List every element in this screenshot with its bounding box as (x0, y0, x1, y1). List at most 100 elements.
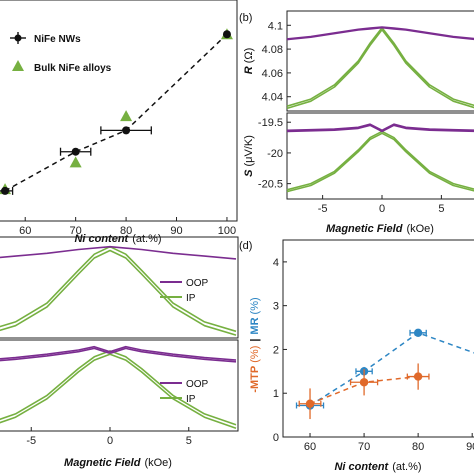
panel-c-x-tick-label: 5 (186, 435, 192, 447)
panel-b-top-ylabel-unit: (Ω) (243, 48, 255, 64)
legend-oop-label: OOP (186, 379, 209, 390)
s-oop-curve (286, 124, 474, 133)
panel-d-x-tick-label: 80 (412, 441, 424, 453)
bulk-alloy-marker (120, 110, 133, 122)
legend-bulk-triangle-icon (12, 60, 24, 71)
panel-b: (b) 4.1 4.08 4.06 4.04 -19.5 -20 -20.5 -5 0 5 R… (239, 10, 474, 235)
panel-d-frame (282, 239, 474, 438)
panel-a-x-tick-label: 70 (70, 225, 82, 237)
panel-d-ylabel-mr-unit: (%) (249, 297, 261, 314)
panel-d-label: (d) (239, 240, 252, 252)
c-top-oop-curve (0, 245, 237, 260)
panel-c-bottom-legend: OOP IP (160, 379, 209, 405)
legend-ip-label: IP (186, 394, 196, 405)
panel-d-x-tick-label: 70 (358, 441, 370, 453)
c-bottom-ip-curve (0, 353, 237, 429)
panel-a-legend: NiFe NWs Bulk NiFe alloys (10, 32, 112, 74)
panel-b-bottom-ylabel-name: S (243, 169, 255, 177)
c-top-ip-curve (0, 245, 237, 333)
panel-a-frame (0, 0, 238, 222)
panel-d: (d) 0 1 2 3 4 60 70 80 90 -MTP (%) | MR (%) Ni cont… (239, 239, 474, 473)
panel-a: 60 70 80 90 100 Ni content (at.%) NiFe NWs Bu… (0, 0, 238, 245)
panel-c-xticks: -5 0 5 (26, 427, 192, 447)
panel-d-ylabel-mtp: -MTP (249, 366, 261, 393)
nws-marker (122, 126, 131, 135)
r-ip-curve (286, 28, 474, 110)
panel-b-label: (b) (239, 12, 252, 24)
panel-a-xlabel-name: Ni content (74, 233, 129, 245)
r-ip-curve (286, 26, 474, 107)
mr-marker (413, 328, 423, 338)
panel-b-xticks: -5 0 5 (318, 195, 444, 215)
c-bottom-oop-curve (0, 345, 237, 361)
panel-d-y-tick-label: 4 (273, 257, 279, 269)
panel-d-y-tick-label: 2 (273, 344, 279, 356)
panel-d-xticks: 60 70 80 90 (304, 433, 474, 453)
panel-b-x-tick-label: -5 (318, 203, 328, 215)
panel-b-top-plot (286, 26, 474, 110)
panel-b-bottom-ylabel: S (μV/K) (243, 135, 255, 177)
panel-b-top-y-tick-label: 4.08 (262, 44, 283, 56)
mtp-marker (413, 372, 423, 381)
panel-d-yticks: 0 1 2 3 4 (273, 257, 287, 444)
nws-marker (222, 30, 231, 39)
panel-c-bottom-plot (0, 345, 237, 429)
panel-c-bottom-frame (0, 339, 239, 432)
panel-b-bottom-ylabel-unit: (μV/K) (243, 135, 255, 166)
panel-d-plot (295, 328, 474, 420)
panel-a-x-tick-label: 80 (120, 225, 132, 237)
panel-b-top-y-tick-label: 4.06 (262, 68, 283, 80)
c-top-ip-curve (0, 249, 237, 336)
panel-c-xlabel-unit: (kOe) (144, 457, 172, 469)
panel-c-x-tick-label: 0 (107, 435, 113, 447)
panel-b-xlabel-name: Magnetic Field (326, 223, 403, 235)
panel-c-top-frame (0, 236, 239, 339)
panel-c-x-tick-label: -5 (26, 435, 36, 447)
panel-b-top-y-tick-label: 4.04 (262, 92, 283, 104)
panel-d-ylabel: -MTP (%) | MR (%) (249, 297, 261, 392)
panel-d-ylabel-mr: MR (249, 317, 261, 334)
bulk-alloy-marker (69, 156, 82, 168)
panel-a-xlabel: Ni content (at.%) (74, 233, 161, 245)
panel-c: -5 0 5 OOP IP OOP IP Magnetic Field (kOe) (0, 236, 239, 469)
panel-d-xlabel-unit: (at.%) (392, 461, 421, 473)
panel-b-top-ylabel-name: R (243, 66, 255, 74)
legend-ip-label: IP (186, 293, 196, 304)
s-ip-curve (286, 132, 474, 193)
panel-b-top-yticks: 4.1 4.08 4.06 4.04 (262, 20, 291, 104)
panel-b-bottom-frame (286, 112, 474, 200)
mr-trend-line (309, 331, 474, 407)
panel-b-top-y-tick-label: 4.1 (268, 20, 283, 32)
panel-b-bottom-plot (286, 123, 474, 193)
panel-b-top-ylabel: R (Ω) (243, 48, 255, 75)
mtp-marker (305, 399, 315, 408)
s-oop-curve (286, 123, 474, 132)
panel-b-bottom-y-tick-label: -20.5 (258, 179, 283, 191)
panel-c-xlabel-name: Magnetic Field (64, 457, 141, 469)
panel-d-xlabel-name: Ni content (334, 461, 389, 473)
panel-b-xlabel: Magnetic Field (kOe) (326, 223, 434, 235)
panel-c-top-legend: OOP IP (160, 278, 209, 304)
panel-b-bottom-y-tick-label: -19.5 (258, 117, 283, 129)
panel-d-y-tick-label: 1 (273, 388, 279, 400)
panel-d-y-tick-label: 3 (273, 301, 279, 313)
legend-nws-label: NiFe NWs (34, 34, 81, 45)
legend-oop-label: OOP (186, 278, 209, 289)
panel-b-x-tick-label: 0 (379, 203, 385, 215)
panel-b-bottom-y-tick-label: -20 (267, 148, 283, 160)
panel-b-top-frame (286, 10, 474, 112)
panel-b-x-tick-label: 5 (438, 203, 444, 215)
panel-c-xlabel: Magnetic Field (kOe) (64, 457, 172, 469)
panel-d-ylabel-sep: | (249, 339, 261, 342)
panel-a-x-tick-label: 90 (170, 225, 182, 237)
panel-a-x-tick-label: 60 (19, 225, 31, 237)
r-oop-curve (286, 26, 474, 40)
panel-d-x-tick-label: 60 (304, 441, 316, 453)
panel-b-xlabel-unit: (kOe) (406, 223, 434, 235)
panel-a-x-tick-label: 100 (218, 225, 236, 237)
panel-a-xlabel-unit: (at.%) (132, 233, 161, 245)
panel-d-xlabel: Ni content (at.%) (334, 461, 421, 473)
panel-d-y-tick-label: 0 (273, 432, 279, 444)
mtp-marker (359, 378, 369, 387)
c-bottom-oop-curve (0, 347, 237, 363)
